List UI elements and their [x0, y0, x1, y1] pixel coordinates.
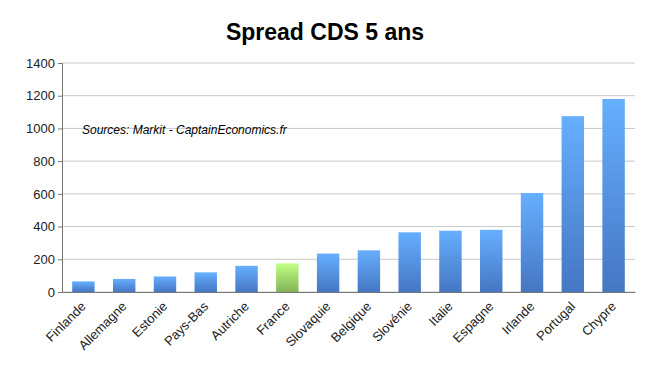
bar	[562, 116, 584, 292]
y-tick-mark	[58, 292, 62, 293]
chart-container: 0 200 400 600 800 1000 1200 1400 FinlandeAllemag…	[0, 0, 650, 387]
y-tick-label: 1200	[26, 88, 55, 103]
x-tick: Espagne	[450, 292, 497, 346]
grid-line	[62, 292, 635, 293]
grid-line	[62, 63, 635, 64]
x-tick: Italie	[426, 292, 456, 329]
bar	[602, 99, 624, 292]
x-tick-label: Belgique	[328, 299, 374, 345]
x-tick: Pays-Bas	[161, 292, 211, 349]
x-axis: FinlandeAllemagneEstoniePays-BasAutriche…	[43, 292, 636, 353]
x-tick: Slovénie	[369, 292, 415, 345]
y-tick-label: 1400	[26, 56, 55, 71]
annotation: Sources: Markit - CaptainEconomics.fr	[82, 123, 288, 137]
bar	[398, 232, 420, 292]
y-tick-label: 600	[33, 187, 55, 202]
chart-svg: 0 200 400 600 800 1000 1200 1400 FinlandeAllemag…	[0, 0, 650, 387]
y-tick: 800	[33, 154, 62, 169]
y-tick-label: 0	[48, 285, 55, 300]
x-tick: Portugal	[533, 292, 578, 344]
x-tick-label: Pays-Bas	[161, 298, 211, 348]
plot: 0 200 400 600 800 1000 1200 1400 FinlandeAllemag…	[26, 56, 635, 353]
bar	[195, 272, 217, 292]
x-tick: Chypre	[579, 292, 619, 339]
x-axis-line	[63, 292, 636, 293]
y-tick: 600	[33, 187, 62, 202]
x-tick-label: Italie	[426, 299, 456, 329]
bar	[276, 263, 298, 292]
x-tick: Belgique	[328, 292, 374, 345]
y-tick: 1000	[26, 121, 62, 136]
x-tick-label: Allemagne	[75, 299, 129, 353]
x-tick-label: Portugal	[533, 299, 578, 344]
y-tick-label: 1000	[26, 121, 55, 136]
y-tick-mark	[58, 63, 62, 64]
y-tick-mark	[58, 259, 62, 260]
title: Spread CDS 5 ans	[226, 19, 424, 45]
bars	[72, 99, 625, 292]
y-tick: 400	[33, 219, 62, 234]
bar	[154, 276, 176, 292]
x-tick-label: Chypre	[579, 299, 619, 339]
x-tick-label: Slovaquie	[282, 299, 333, 350]
bar	[317, 254, 339, 292]
bar	[480, 230, 502, 292]
bar	[358, 250, 380, 292]
y-axis-line	[58, 64, 63, 293]
y-tick-mark	[58, 227, 62, 228]
grid	[62, 63, 635, 292]
y-tick: 1400	[26, 56, 62, 71]
y-tick-label: 800	[33, 154, 55, 169]
x-tick-label: Espagne	[450, 299, 497, 346]
x-tick: Slovaquie	[282, 292, 333, 350]
x-tick: Autriche	[208, 292, 252, 343]
bar	[521, 193, 543, 292]
y-tick-label: 200	[33, 252, 55, 267]
bar	[72, 281, 94, 292]
bar	[439, 231, 461, 292]
y-tick: 200	[33, 252, 62, 267]
y-tick-mark	[58, 96, 62, 97]
x-tick-label: France	[253, 299, 292, 338]
grid-line	[62, 226, 635, 227]
grid-line	[62, 95, 635, 96]
y-tick-label: 400	[33, 219, 55, 234]
y-tick: 1200	[26, 88, 62, 103]
y-axis: 0 200 400 600 800 1000 1200 1400	[26, 56, 62, 300]
bar	[235, 266, 257, 292]
y-tick-mark	[58, 161, 62, 162]
y-tick-mark	[58, 128, 62, 129]
grid-line	[62, 193, 635, 194]
bar	[113, 279, 135, 292]
x-tick-label: Irlande	[499, 299, 538, 338]
x-tick: Allemagne	[75, 292, 129, 353]
y-tick: 0	[48, 285, 62, 300]
grid-line	[62, 259, 635, 260]
x-tick: Irlande	[499, 292, 538, 337]
y-tick-mark	[58, 194, 62, 195]
x-tick-label: Slovénie	[369, 299, 415, 345]
grid-line	[62, 161, 635, 162]
x-tick: Estonie	[129, 292, 170, 340]
x-tick-label: Autriche	[208, 299, 252, 343]
x-tick: France	[253, 292, 292, 338]
